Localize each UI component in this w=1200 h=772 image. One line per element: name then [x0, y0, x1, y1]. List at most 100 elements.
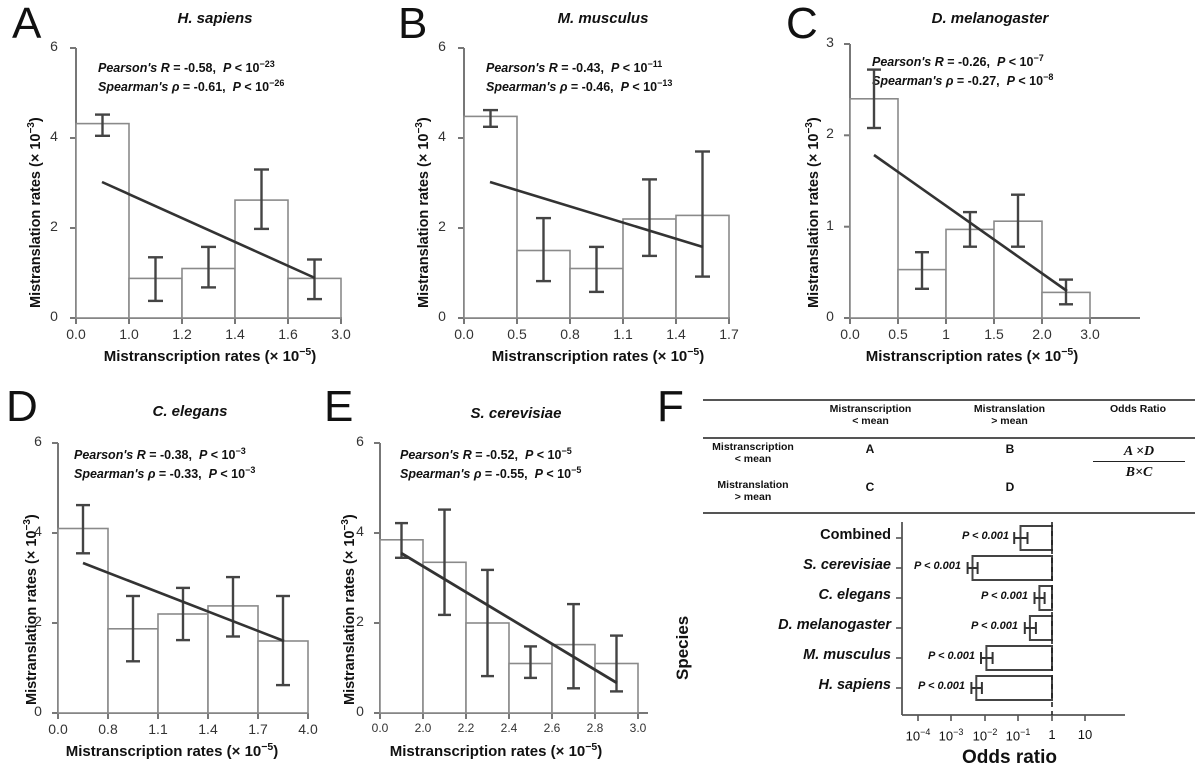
panel-d-ytick-6: 6 [34, 433, 42, 449]
panel-f-cat-s-cerevisiae: S. cerevisiae [803, 557, 891, 573]
panel-f-cat-c-elegans: C. elegans [818, 587, 891, 603]
panel-a-xtick-3: 1.4 [225, 326, 245, 342]
panel-e-xtick-4: 2.6 [543, 721, 561, 735]
panel-b: B M. musculus Pearson's R = -0.43, P < 1… [390, 0, 790, 380]
panel-d-title: C. elegans [152, 403, 228, 420]
panel-c-xtick-4: 2.0 [1032, 326, 1052, 342]
panel-c-ytick-0: 0 [826, 308, 834, 324]
panel-c-xtick-1: 0.5 [888, 326, 908, 342]
panel-d-stats: Pearson's R = -0.38, P < 10−3 Spearman's… [74, 446, 256, 482]
panel-c-pearson-r: -0.26 [958, 55, 987, 70]
panel-f-pvalue-s-cerevisiae: P < 0.001 [914, 560, 961, 572]
panel-e: E S. cerevisiae Pearson's R = -0.52, P <… [318, 385, 668, 772]
table-cell-a: A [865, 442, 875, 456]
panel-c-xtick-0: 0.0 [840, 326, 860, 342]
table-col-header-odds-ratio: Odds Ratio [1109, 403, 1166, 415]
panel-f-xtick-4: 1 [1048, 727, 1056, 742]
table-col-header-mistranslation: Mistranslation > mean [947, 403, 1072, 427]
panel-a-xlabel: Mistranscription rates (× 10−5) [103, 346, 317, 365]
panel-a-plot [70, 47, 342, 324]
panel-d: D C. elegans Pearson's R = -0.38, P < 10… [0, 385, 330, 772]
panel-c-ytick-1: 1 [826, 217, 834, 233]
panel-b-title: M. musculus [557, 10, 649, 27]
panel-f-xtick-1: 10−3 [938, 727, 964, 744]
panel-a-letter: A [12, 0, 42, 48]
panel-f-pvalue-combined: P < 0.001 [962, 530, 1009, 542]
panel-b-xlabel: Mistranscription rates (× 10−5) [491, 346, 705, 365]
panel-f-pvalue-h-sapiens: P < 0.001 [918, 680, 965, 692]
panel-b-xtick-1: 0.5 [507, 326, 527, 342]
panel-a-ytick-0: 0 [50, 308, 58, 324]
panel-e-xtick-5: 2.8 [586, 721, 604, 735]
panel-d-pearson-r: -0.38 [160, 448, 189, 463]
panel-d-xtick-3: 1.4 [198, 721, 218, 737]
panel-d-plot [52, 442, 309, 719]
panel-e-xtick-6: 3.0 [629, 721, 647, 735]
panel-e-stats: Pearson's R = -0.52, P < 10−5 Spearman's… [400, 446, 582, 482]
panel-c-letter: C [786, 0, 818, 48]
panel-e-ytick-4: 4 [356, 523, 364, 539]
table-col-header-mistranscription: Mistranscription < mean [803, 403, 938, 427]
panel-b-ytick-2: 2 [438, 218, 446, 234]
panel-a-xtick-2: 1.2 [172, 326, 192, 342]
panel-e-xtick-2: 2.2 [457, 721, 475, 735]
panel-e-xtick-3: 2.4 [500, 721, 518, 735]
col-header-2-line1: Mistranslation [973, 403, 1046, 415]
panel-e-spearman-rho: -0.55 [495, 467, 525, 482]
panel-a: A H. sapiens Pearson's R = -0.58, P < 10… [0, 0, 400, 380]
panel-b-xtick-5: 1.7 [719, 326, 739, 342]
panel-f-ylabel: Species [673, 615, 692, 680]
panel-b-spearman-rho: -0.46 [581, 80, 611, 95]
panel-e-letter: E [324, 382, 354, 431]
panel-d-xtick-2: 1.1 [148, 721, 168, 737]
panel-f-cat-d-melanogaster: D. melanogaster [778, 617, 891, 633]
odds-ratio-formula: A ×D B×C [1093, 443, 1185, 481]
panel-a-ytick-6: 6 [50, 38, 58, 54]
panel-c-xtick-2: 1 [942, 326, 950, 342]
panel-b-xtick-2: 0.8 [560, 326, 580, 342]
table-cell-b: B [1005, 442, 1015, 456]
table-cell-c: C [865, 480, 875, 494]
panel-e-xlabel: Mistranscription rates (× 10−5) [389, 741, 603, 760]
panel-b-xtick-3: 1.1 [613, 326, 633, 342]
panel-d-xtick-1: 0.8 [98, 721, 118, 737]
panel-c-plot [844, 43, 1140, 324]
panel-f-pvalue-c-elegans: P < 0.001 [981, 590, 1028, 602]
panel-e-ytick-2: 2 [356, 613, 364, 629]
panel-e-title: S. cerevisiae [470, 405, 562, 422]
panel-e-ytick-0: 0 [356, 703, 364, 719]
row-header-1-line1: Mistranscription [712, 441, 794, 453]
panel-b-plot [458, 47, 730, 324]
table-rule-bottom [703, 512, 1195, 514]
panel-d-letter: D [6, 382, 38, 431]
panel-d-spearman-rho: -0.33 [169, 467, 199, 482]
panel-f-xlabel: Odds ratio [962, 747, 1058, 768]
panel-f: F Mistranscription < mean Mistranslation… [655, 385, 1200, 772]
panel-b-ytick-4: 4 [438, 128, 446, 144]
panel-c-spearman-rho: -0.27 [967, 74, 997, 89]
panel-e-xtick-1: 2.0 [414, 721, 432, 735]
panel-a-title: H. sapiens [177, 10, 253, 27]
row-header-2-line1: Mistranslation [717, 479, 789, 491]
panel-d-xtick-5: 4.0 [298, 721, 318, 737]
panel-e-pearson-r: -0.52 [486, 448, 515, 463]
panel-f-cat-h-sapiens: H. sapiens [818, 677, 891, 693]
row-header-1-line2: < mean [734, 453, 772, 466]
panel-a-xtick-4: 1.6 [278, 326, 298, 342]
panel-a-xtick-1: 1.0 [119, 326, 139, 342]
panel-b-xtick-4: 1.4 [666, 326, 686, 342]
panel-c-xlabel: Mistranscription rates (× 10−5) [865, 346, 1079, 365]
table-row-header-mistranscription: Mistranscription < mean [699, 441, 807, 465]
formula-fraction-bar: B×C [1093, 460, 1185, 482]
panel-a-xtick-0: 0.0 [66, 326, 86, 342]
panel-d-ytick-2: 2 [34, 613, 42, 629]
panel-c: C D. melanogaster Pearson's R = -0.26, P… [780, 0, 1200, 380]
panel-c-ytick-2: 2 [826, 125, 834, 141]
col-header-1-line2: < mean [852, 415, 889, 428]
panel-a-spearman-rho: -0.61 [193, 80, 223, 95]
panel-a-ytick-4: 4 [50, 128, 58, 144]
formula-numerator: A ×D [1123, 444, 1155, 459]
panel-e-plot [374, 442, 648, 719]
panel-b-ytick-6: 6 [438, 38, 446, 54]
panel-f-xtick-3: 10−1 [1005, 727, 1031, 744]
